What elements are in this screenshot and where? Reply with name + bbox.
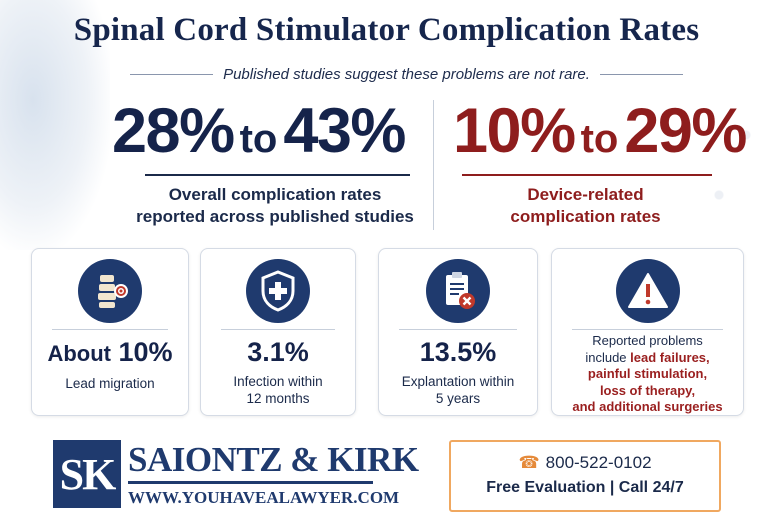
device-rate-description-line1: Device-related — [527, 185, 644, 204]
subtitle-rule-right — [599, 73, 684, 75]
reported-problems-text: Reported problems include lead failures,… — [552, 333, 743, 416]
firm-logo: SK — [53, 440, 121, 508]
device-rate-stat: 10% to29% — [453, 100, 747, 163]
phone-number[interactable]: 800-522-0102 — [545, 453, 652, 472]
problems-line2-prefix: include — [585, 349, 627, 365]
overall-rate-stat: 28% to43% — [112, 100, 406, 163]
lead-migration-value: 10% — [118, 337, 173, 367]
explantation-label: Explantation within 5 years — [379, 373, 537, 407]
infection-label-line2: 12 months — [246, 391, 310, 406]
subtitle-rule-left — [130, 73, 214, 75]
device-rate-description-line2: complication rates — [510, 207, 661, 226]
phone-row[interactable]: ☎ 800-522-0102 — [451, 453, 719, 473]
problems-line2: include lead failures, — [552, 350, 743, 367]
firm-website-link[interactable]: WWW.YOUHAVEALAWYER.COM — [128, 488, 400, 507]
infection-label: Infection within 12 months — [201, 373, 355, 407]
device-rate-high: 29% — [624, 96, 747, 166]
overall-rate-description-line1: Overall complication rates — [168, 185, 382, 204]
firm-name: SAIONTZ & KIRK — [128, 440, 419, 479]
overall-rate-to: to — [239, 117, 278, 161]
problems-line1: Reported problems — [592, 333, 703, 348]
device-rate-description: Device-related complication rates — [453, 184, 718, 228]
lead-migration-metric: About 10% — [32, 337, 188, 368]
reported-problems-card: Reported problems include lead failures,… — [551, 248, 744, 416]
device-rate-low: 10% — [453, 96, 576, 166]
problems-additional-surgeries: and additional surgeries — [572, 399, 723, 414]
problems-painful-stimulation: painful stimulation, — [587, 366, 708, 381]
lead-migration-prefix: About — [47, 341, 111, 366]
infection-metric: 3.1% — [247, 337, 309, 367]
lead-migration-label: Lead migration — [65, 376, 155, 391]
stats-divider — [433, 100, 434, 230]
explantation-metric: 13.5% — [419, 337, 497, 367]
overall-rate-rule — [145, 174, 410, 176]
explantation-label-line2: 5 years — [435, 391, 481, 406]
subtitle: Published studies suggest these problems… — [223, 65, 590, 83]
device-rate-to: to — [580, 117, 619, 161]
clipboard-x-icon — [426, 259, 490, 323]
warning-icon — [615, 259, 680, 323]
contact-box[interactable]: ☎ 800-522-0102 Free Evaluation | Call 24… — [449, 440, 721, 512]
explantation-card: 13.5% Explantation within 5 years — [378, 248, 538, 416]
overall-rate-low: 28% — [112, 96, 235, 166]
overall-rate-description: Overall complication rates reported acro… — [110, 184, 440, 228]
problems-lead-failures: lead failures, — [630, 349, 710, 365]
device-rate-rule — [462, 174, 712, 176]
firm-name-rule — [128, 481, 373, 484]
spine-target-icon — [78, 259, 142, 323]
spine-illustration — [0, 0, 110, 250]
card-divider — [399, 329, 517, 330]
infection-label-line1: Infection within — [233, 374, 323, 389]
lead-migration-card: About 10% Lead migration — [31, 248, 189, 416]
phone-icon: ☎ — [518, 453, 540, 472]
overall-rate-high: 43% — [283, 96, 406, 166]
explantation-label-line1: Explantation within — [401, 374, 515, 389]
card-divider — [52, 329, 168, 330]
call-to-action: Free Evaluation | Call 24/7 — [486, 479, 684, 496]
hexagon-decoration — [683, 90, 773, 240]
page-title: Spinal Cord Stimulator Complication Rate… — [73, 12, 700, 48]
shield-cross-icon — [246, 259, 310, 323]
card-divider — [221, 329, 335, 330]
infection-card: 3.1% Infection within 12 months — [200, 248, 356, 416]
overall-rate-description-line2: reported across published studies — [136, 207, 414, 226]
subtitle-row: Published studies suggest these problems… — [130, 64, 684, 84]
problems-loss-of-therapy: loss of therapy, — [599, 382, 696, 398]
card-divider — [572, 329, 723, 330]
